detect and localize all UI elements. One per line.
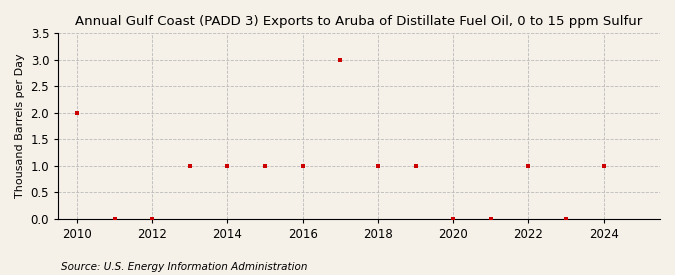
Point	[260, 164, 271, 168]
Point	[598, 164, 609, 168]
Point	[297, 164, 308, 168]
Point	[147, 216, 158, 221]
Point	[335, 58, 346, 62]
Point	[109, 216, 120, 221]
Text: Source: U.S. Energy Information Administration: Source: U.S. Energy Information Administ…	[61, 262, 307, 272]
Point	[448, 216, 458, 221]
Point	[184, 164, 195, 168]
Point	[72, 111, 82, 115]
Title: Annual Gulf Coast (PADD 3) Exports to Aruba of Distillate Fuel Oil, 0 to 15 ppm : Annual Gulf Coast (PADD 3) Exports to Ar…	[76, 15, 643, 28]
Point	[523, 164, 534, 168]
Point	[222, 164, 233, 168]
Point	[410, 164, 421, 168]
Point	[560, 216, 571, 221]
Point	[485, 216, 496, 221]
Y-axis label: Thousand Barrels per Day: Thousand Barrels per Day	[15, 54, 25, 198]
Point	[373, 164, 383, 168]
